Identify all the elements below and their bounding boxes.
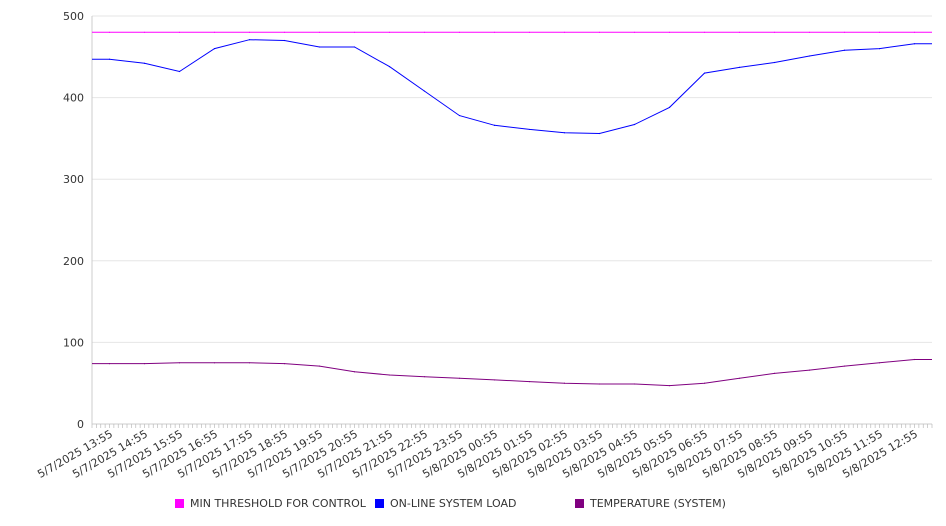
temperature-line-point: [843, 365, 846, 367]
system-load-line-point: [493, 124, 496, 126]
legend-item-threshold: MIN THRESHOLD FOR CONTROL: [175, 497, 366, 510]
temperature-line-point: [878, 362, 881, 364]
threshold-line-point: [668, 31, 671, 33]
series-lines: [92, 31, 932, 387]
temperature-line-point: [528, 380, 531, 383]
system-load-line-point: [423, 90, 426, 92]
threshold-line-point: [318, 31, 321, 33]
system-load-line-point: [738, 66, 741, 69]
threshold-line-point: [143, 31, 146, 33]
system-load-line-point: [143, 62, 146, 64]
y-tick-label: 0: [77, 418, 84, 431]
system-load-line-point: [668, 106, 671, 108]
threshold-line-point: [528, 31, 531, 33]
system-load-line-point: [388, 65, 391, 68]
legend-swatch-system-load: [375, 499, 384, 508]
temperature-line-point: [738, 377, 741, 379]
threshold-line-point: [458, 31, 461, 33]
temperature-line-point: [283, 363, 286, 365]
temperature-line-point: [563, 382, 566, 384]
temperature-line-point: [808, 369, 811, 371]
system-load-line-point: [178, 70, 181, 73]
threshold-line-point: [248, 31, 251, 33]
legend-item-system-load: ON-LINE SYSTEM LOAD: [375, 497, 516, 510]
system-load-line-point: [248, 39, 251, 41]
temperature-line-point: [668, 385, 671, 387]
system-load-line-point: [808, 55, 811, 57]
temperature-line: [92, 359, 932, 387]
threshold-line-point: [353, 31, 356, 33]
threshold-line-point: [773, 31, 776, 33]
system-load-line-point: [318, 46, 321, 48]
temperature-line-point: [703, 382, 706, 384]
system-load-line-point: [283, 39, 286, 42]
temperature-line-point: [598, 383, 601, 385]
temperature-line-point: [493, 379, 496, 381]
temperature-line-point: [458, 377, 461, 379]
system-load-line-point: [913, 43, 916, 45]
system-load-line-point: [563, 132, 566, 134]
y-tick-label: 500: [63, 10, 84, 23]
x-axis-ticks: 5/7/2025 13:555/7/2025 14:555/7/2025 15:…: [35, 427, 920, 481]
threshold-line-point: [563, 31, 566, 33]
system-load-line-point: [108, 58, 111, 60]
legend-label-temperature: TEMPERATURE (SYSTEM): [590, 497, 726, 510]
y-tick-label: 200: [63, 255, 84, 268]
axes: [91, 16, 933, 428]
system-load-line-point: [843, 49, 846, 51]
temperature-line-point: [248, 362, 251, 364]
system-load-line-point: [703, 72, 706, 74]
legend-swatch-temperature: [575, 499, 584, 508]
temperature-line-point: [353, 371, 356, 373]
gridlines: [92, 15, 932, 343]
threshold-line-point: [493, 31, 496, 33]
y-axis-ticks: 0 100 200 300 400 500: [63, 10, 84, 431]
y-tick-label: 400: [63, 92, 84, 105]
system-load-line-point: [773, 61, 776, 64]
threshold-line-point: [633, 31, 636, 33]
threshold-line-point: [388, 31, 391, 33]
threshold-line-point: [283, 31, 286, 33]
y-tick-label: 100: [63, 336, 84, 349]
threshold-line-point: [843, 31, 846, 33]
legend-swatch-threshold: [175, 499, 184, 508]
temperature-line-point: [143, 363, 146, 365]
threshold-line-point: [703, 31, 706, 33]
temperature-line-point: [213, 362, 216, 364]
temperature-line-point: [423, 376, 426, 378]
threshold-line-point: [213, 31, 216, 33]
system-load-line-point: [878, 48, 881, 50]
threshold-line-point: [878, 31, 881, 33]
y-tick-label: 300: [63, 173, 84, 186]
system-load-line-point: [213, 48, 216, 50]
threshold-line-point: [423, 31, 426, 33]
system-load-line-point: [633, 123, 636, 126]
legend-item-temperature: TEMPERATURE (SYSTEM): [575, 497, 726, 510]
temperature-line-point: [108, 363, 111, 365]
temperature-line-point: [318, 365, 321, 367]
legend-label-system-load: ON-LINE SYSTEM LOAD: [390, 497, 517, 510]
temperature-line-point: [178, 362, 181, 364]
threshold-line-point: [598, 31, 601, 33]
temperature-line-point: [388, 374, 391, 376]
temperature-line-point: [773, 372, 776, 375]
threshold-line-point: [913, 31, 916, 33]
threshold-line-point: [808, 31, 811, 33]
system-load-line-point: [528, 128, 531, 131]
system-load-line: [92, 39, 932, 135]
system-load-line-point: [353, 46, 356, 48]
system-load-line-point: [598, 132, 601, 135]
threshold-line-point: [108, 31, 111, 33]
temperature-line-point: [633, 383, 636, 385]
temperature-line-point: [913, 358, 916, 361]
threshold-line-point: [738, 31, 741, 33]
system-load-line-point: [458, 114, 461, 117]
legend: MIN THRESHOLD FOR CONTROL ON-LINE SYSTEM…: [0, 497, 946, 515]
threshold-line-point: [178, 31, 181, 33]
legend-label-threshold: MIN THRESHOLD FOR CONTROL: [190, 497, 366, 510]
